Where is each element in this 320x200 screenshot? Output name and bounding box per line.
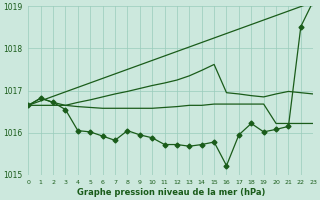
X-axis label: Graphe pression niveau de la mer (hPa): Graphe pression niveau de la mer (hPa) <box>76 188 265 197</box>
